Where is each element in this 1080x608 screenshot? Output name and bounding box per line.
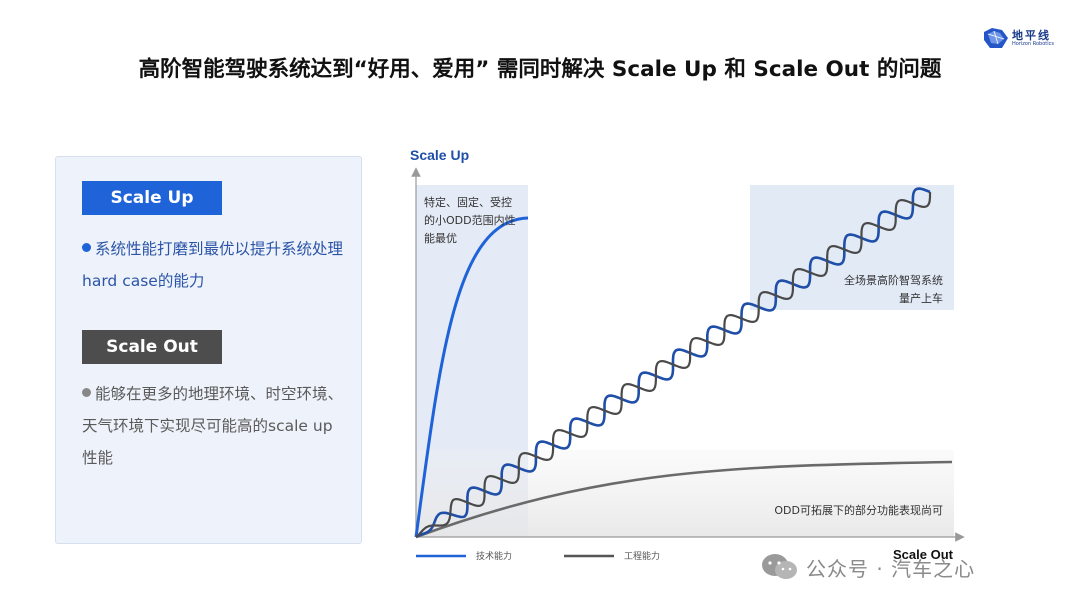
- watermark-text: 公众号 · 汽车之心: [806, 557, 976, 581]
- annotation-top-left-line-3: 能最优: [424, 231, 457, 245]
- helix-strand-b: [415, 192, 932, 538]
- wechat-icon: [762, 554, 797, 579]
- logo-subtitle: Horizon Robotics: [1012, 41, 1054, 47]
- logo-name: 地平线: [1012, 29, 1051, 42]
- legend-tech-label: 技术能力: [476, 550, 512, 562]
- annotation-top-left-line-1: 特定、固定、受控: [424, 195, 512, 209]
- scale-out-tag: Scale Out: [82, 330, 222, 364]
- tech-capability-curve: [414, 216, 529, 538]
- bullet-dot-icon: [82, 243, 91, 252]
- annotation-top-right-line-1: 全场景高阶智驾系统: [844, 273, 943, 287]
- legend-eng-label: 工程能力: [624, 550, 660, 562]
- y-axis-label: Scale Up: [410, 147, 469, 163]
- scale-up-description: 系统性能打磨到最优以提升系统处理hard case的能力: [82, 233, 347, 297]
- scale-out-description: 能够在更多的地理环境、时空环境、天气环境下实现尽可能高的scale up性能: [82, 378, 347, 474]
- scale-out-text: 能够在更多的地理环境、时空环境、天气环境下实现尽可能高的scale up性能: [82, 385, 344, 467]
- scale-up-text: 系统性能打磨到最优以提升系统处理hard case的能力: [82, 240, 344, 290]
- scale-up-tag: Scale Up: [82, 181, 222, 215]
- annotation-top-left-line-2: 的小ODD范围内性: [424, 213, 516, 227]
- annotation-top-right-line-2: 量产上车: [899, 291, 943, 305]
- page-title: 高阶智能驾驶系统达到“好用、爱用” 需同时解决 Scale Up 和 Scale…: [138, 57, 942, 82]
- bullet-dot-icon: [82, 388, 91, 397]
- annotation-bottom-right: ODD可拓展下的部分功能表现尚可: [774, 503, 943, 517]
- engineering-capability-curve: [415, 460, 953, 539]
- horizon-logo-icon: [984, 28, 1008, 48]
- x-axis-label: Scale Out: [893, 547, 954, 562]
